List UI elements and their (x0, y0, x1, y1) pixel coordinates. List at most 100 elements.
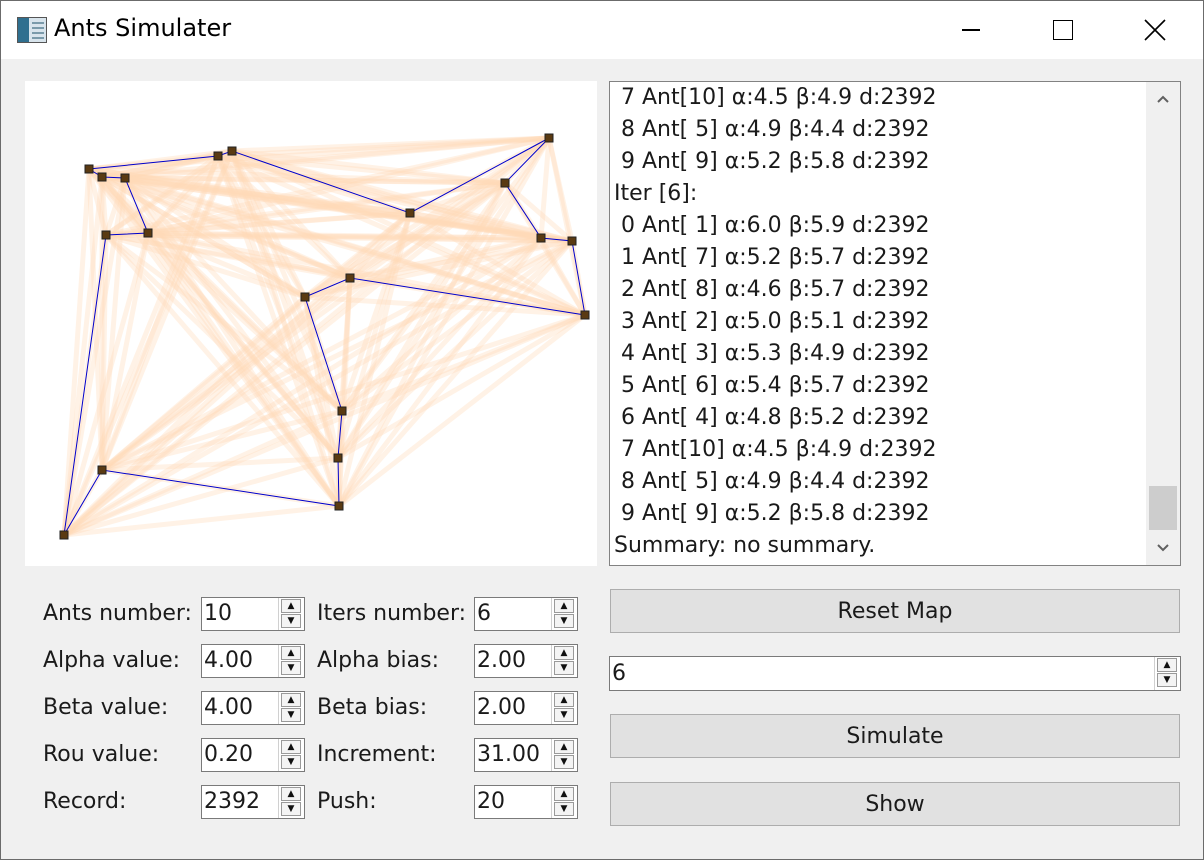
scroll-up-button[interactable] (1146, 82, 1180, 116)
rou-value-spinbox[interactable]: 0.20 ▲ ▼ (201, 738, 305, 772)
spin-down-arrow-icon[interactable]: ▼ (281, 708, 301, 722)
ants-number-spinbox[interactable]: 10 ▲ ▼ (201, 597, 305, 631)
map-canvas[interactable] (25, 81, 597, 566)
pheromone-trails (61, 135, 588, 538)
log-line: 0 Ant[ 1] α:6.0 β:5.9 d:2392 (614, 213, 930, 238)
log-line: 5 Ant[ 6] α:5.4 β:5.7 d:2392 (614, 373, 930, 398)
rou-value-value[interactable]: 0.20 (204, 742, 253, 767)
spin-up-arrow-icon[interactable]: ▲ (281, 646, 301, 660)
spin-up-arrow-icon[interactable]: ▲ (1157, 658, 1177, 672)
beta-bias-spinbox[interactable]: 2.00 ▲ ▼ (474, 691, 578, 725)
spin-down-arrow-icon[interactable]: ▼ (554, 708, 574, 722)
log-line: Iter [6]: (614, 181, 698, 206)
log-line: 2 Ant[ 8] α:4.6 β:5.7 d:2392 (614, 277, 930, 302)
increment-value[interactable]: 31.00 (477, 742, 540, 767)
log-line: 1 Ant[ 7] α:5.2 β:5.7 d:2392 (614, 245, 930, 270)
city-node (59, 530, 69, 540)
iteration-value[interactable]: 6 (612, 661, 626, 686)
record-value[interactable]: 2392 (204, 789, 260, 814)
app-icon (17, 17, 47, 43)
beta-bias-label: Beta bias: (317, 695, 428, 720)
spin-down-arrow-icon[interactable]: ▼ (281, 802, 301, 816)
title-bar[interactable]: Ants Simulater (1, 1, 1203, 59)
close-icon (1144, 19, 1166, 41)
window-title: Ants Simulater (54, 14, 232, 42)
scroll-down-button[interactable] (1146, 531, 1180, 565)
city-node (213, 151, 223, 161)
city-node (300, 292, 310, 302)
alpha-bias-spinbox[interactable]: 2.00 ▲ ▼ (474, 644, 578, 678)
alpha-value-label: Alpha value: (43, 648, 181, 673)
iters-number-value[interactable]: 6 (477, 601, 491, 626)
push-spinbox[interactable]: 20 ▲ ▼ (474, 785, 578, 819)
close-button[interactable] (1109, 1, 1201, 59)
spin-up-arrow-icon[interactable]: ▲ (554, 740, 574, 754)
spin-up-arrow-icon[interactable]: ▲ (554, 646, 574, 660)
city-node (405, 208, 415, 218)
spin-down-arrow-icon[interactable]: ▼ (554, 802, 574, 816)
maximize-button[interactable] (1017, 1, 1109, 59)
iters-number-spinbox[interactable]: 6 ▲ ▼ (474, 597, 578, 631)
spin-down-arrow-icon[interactable]: ▼ (1157, 673, 1177, 687)
reset-map-button[interactable]: Reset Map (610, 589, 1180, 633)
beta-value-label: Beta value: (43, 695, 169, 720)
beta-bias-value[interactable]: 2.00 (477, 695, 526, 720)
spin-down-arrow-icon[interactable]: ▼ (281, 661, 301, 675)
city-node (337, 406, 347, 416)
minimize-button[interactable] (925, 1, 1017, 59)
ants-number-label: Ants number: (43, 601, 192, 626)
chevron-up-icon (1157, 95, 1169, 103)
log-list[interactable]: 7 Ant[10] α:4.5 β:4.9 d:2392 8 Ant[ 5] α… (609, 81, 1181, 566)
spin-down-arrow-icon[interactable]: ▼ (554, 614, 574, 628)
scroll-thumb[interactable] (1149, 486, 1177, 530)
chevron-down-icon (1157, 544, 1169, 552)
city-node (580, 310, 590, 320)
spin-up-arrow-icon[interactable]: ▲ (281, 599, 301, 613)
record-spinbox[interactable]: 2392 ▲ ▼ (201, 785, 305, 819)
spin-up-arrow-icon[interactable]: ▲ (281, 693, 301, 707)
spin-down-arrow-icon[interactable]: ▼ (281, 755, 301, 769)
city-node (84, 164, 94, 174)
ants-number-value[interactable]: 10 (204, 601, 232, 626)
log-line: 9 Ant[ 9] α:5.2 β:5.8 d:2392 (614, 149, 930, 174)
alpha-value-spinbox[interactable]: 4.00 ▲ ▼ (201, 644, 305, 678)
iters-number-label: Iters number: (317, 601, 467, 626)
route-map (59, 133, 590, 540)
alpha-bias-label: Alpha bias: (317, 648, 439, 673)
log-scrollbar[interactable] (1146, 82, 1180, 565)
city-node (536, 233, 546, 243)
log-line: Summary: no summary. (614, 533, 876, 558)
log-line: 7 Ant[10] α:4.5 β:4.9 d:2392 (614, 85, 937, 110)
record-label: Record: (43, 789, 127, 814)
spin-down-arrow-icon[interactable]: ▼ (554, 661, 574, 675)
show-button[interactable]: Show (610, 782, 1180, 826)
log-line: 9 Ant[ 9] α:5.2 β:5.8 d:2392 (614, 501, 930, 526)
log-line: 8 Ant[ 5] α:4.9 β:4.4 d:2392 (614, 469, 930, 494)
increment-spinbox[interactable]: 31.00 ▲ ▼ (474, 738, 578, 772)
city-node (143, 228, 153, 238)
simulate-button[interactable]: Simulate (610, 714, 1180, 758)
city-node (500, 178, 510, 188)
spin-down-arrow-icon[interactable]: ▼ (281, 614, 301, 628)
alpha-value-value[interactable]: 4.00 (204, 648, 253, 673)
spin-up-arrow-icon[interactable]: ▲ (554, 599, 574, 613)
city-node (97, 172, 107, 182)
log-line: 4 Ant[ 3] α:5.3 β:4.9 d:2392 (614, 341, 930, 366)
spin-up-arrow-icon[interactable]: ▲ (554, 693, 574, 707)
push-value[interactable]: 20 (477, 789, 505, 814)
maximize-icon (1053, 20, 1073, 40)
beta-value-spinbox[interactable]: 4.00 ▲ ▼ (201, 691, 305, 725)
minimize-icon (962, 29, 980, 31)
spin-up-arrow-icon[interactable]: ▲ (281, 787, 301, 801)
spin-down-arrow-icon[interactable]: ▼ (554, 755, 574, 769)
beta-value-value[interactable]: 4.00 (204, 695, 253, 720)
city-node (544, 133, 554, 143)
iteration-spinbox[interactable]: 6 ▲ ▼ (609, 656, 1181, 691)
city-node (101, 230, 111, 240)
log-line: 3 Ant[ 2] α:5.0 β:5.1 d:2392 (614, 309, 930, 334)
spin-up-arrow-icon[interactable]: ▲ (554, 787, 574, 801)
alpha-bias-value[interactable]: 2.00 (477, 648, 526, 673)
city-node (333, 453, 343, 463)
spin-up-arrow-icon[interactable]: ▲ (281, 740, 301, 754)
log-lines: 7 Ant[10] α:4.5 β:4.9 d:2392 8 Ant[ 5] α… (614, 82, 1146, 562)
